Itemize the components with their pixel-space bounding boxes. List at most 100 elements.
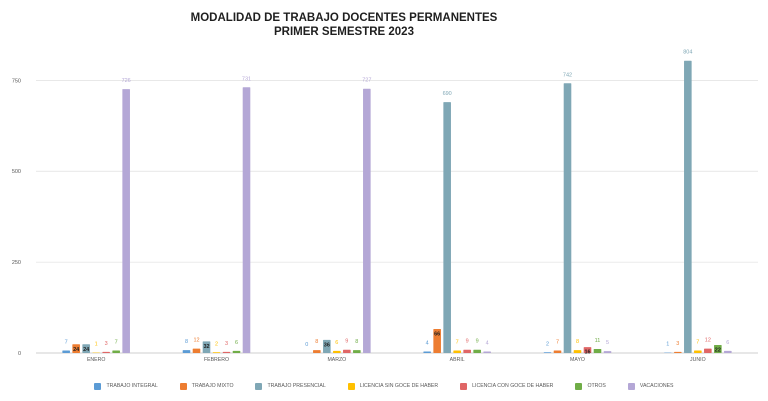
data-label: 11 xyxy=(595,338,601,344)
x-tick-label: MAYO xyxy=(570,357,585,363)
legend-item: VACACIONES xyxy=(627,382,674,390)
data-label: 5 xyxy=(606,340,609,346)
legend-item: LICENCIA SIN GOCE DE HABER xyxy=(347,382,439,390)
data-label: 6 xyxy=(235,340,238,346)
legend-item: TRABAJO MIXTO xyxy=(179,382,233,390)
bar xyxy=(573,350,582,353)
bar xyxy=(72,344,80,353)
bar xyxy=(82,344,90,353)
bar xyxy=(704,348,712,353)
bar xyxy=(363,88,371,354)
data-label: 3 xyxy=(225,341,228,347)
data-label: 8 xyxy=(185,339,188,345)
data-label: 16 xyxy=(584,350,590,356)
data-label: 8 xyxy=(355,339,358,345)
bar xyxy=(323,339,331,353)
data-label: 66 xyxy=(434,332,440,338)
bar xyxy=(212,352,221,353)
bar xyxy=(433,329,441,353)
y-tick-label: 750 xyxy=(12,78,21,84)
bar xyxy=(563,83,572,354)
legend-item: TRABAJO PRESENCIAL xyxy=(255,382,326,390)
chart-title-line2: PRIMER SEMESTRE 2023 xyxy=(274,26,414,38)
data-label: 2 xyxy=(546,341,549,347)
legend-label: VACACIONES xyxy=(639,383,674,389)
legend-swatch xyxy=(179,382,187,390)
legend-swatch xyxy=(347,382,355,390)
data-label: 7 xyxy=(696,339,699,345)
legend-label: TRABAJO INTEGRAL xyxy=(106,383,158,389)
data-label: 1 xyxy=(95,342,98,348)
data-label: 804 xyxy=(683,50,692,56)
data-label: 6 xyxy=(335,340,338,346)
legend-item: LICENCIA CON GOCE DE HABER xyxy=(460,382,553,390)
bar xyxy=(443,102,451,353)
bar xyxy=(313,350,321,353)
data-label: 0 xyxy=(305,342,308,348)
data-label: 4 xyxy=(426,341,429,347)
bar xyxy=(353,350,361,353)
x-tick-label: ENERO xyxy=(87,357,105,363)
data-label: 3 xyxy=(105,341,108,347)
data-label: 7 xyxy=(556,339,559,345)
data-label: 36 xyxy=(324,342,330,348)
bar xyxy=(543,352,552,353)
data-label: 9 xyxy=(466,339,469,345)
legend-label: TRABAJO PRESENCIAL xyxy=(267,383,326,389)
legend-swatch xyxy=(627,382,635,390)
data-label: 731 xyxy=(242,76,251,82)
bar xyxy=(694,350,702,353)
x-tick-label: JUNIO xyxy=(690,357,706,363)
bar xyxy=(423,351,431,353)
legend-swatch xyxy=(94,382,102,390)
legend-swatch xyxy=(575,382,583,390)
bar xyxy=(343,349,351,353)
data-label: 8 xyxy=(315,339,318,345)
bar xyxy=(182,350,191,353)
bar xyxy=(232,350,241,353)
bar xyxy=(202,341,211,353)
bar xyxy=(553,350,562,353)
data-label: 2 xyxy=(215,341,218,347)
chart-title-line1: MODALIDAD DE TRABAJO DOCENTES PERMANENTE… xyxy=(190,12,498,24)
data-label: 24 xyxy=(73,347,80,353)
bar xyxy=(122,89,130,354)
data-label: 6 xyxy=(726,340,729,346)
data-label: 3 xyxy=(676,341,679,347)
x-tick-label: MARZO xyxy=(327,357,346,363)
data-label: 9 xyxy=(476,339,479,345)
legend-swatch xyxy=(255,382,263,390)
bar xyxy=(483,351,491,353)
data-label: 690 xyxy=(443,91,452,97)
y-tick-label: 0 xyxy=(18,351,21,357)
bar xyxy=(192,348,201,353)
bar xyxy=(453,350,461,353)
bar xyxy=(333,350,341,353)
data-label: 22 xyxy=(715,348,721,354)
data-label: 727 xyxy=(362,78,371,84)
legend: TRABAJO INTEGRAL TRABAJO MIXTO TRABAJO PRE… xyxy=(0,380,768,392)
data-label: 32 xyxy=(203,344,209,350)
data-label: 726 xyxy=(122,78,131,84)
legend-label: OTROS xyxy=(587,383,606,389)
bar xyxy=(583,347,592,353)
legend-label: LICENCIA SIN GOCE DE HABER xyxy=(359,383,439,389)
bar xyxy=(242,87,251,353)
data-label: 12 xyxy=(705,338,711,344)
bar xyxy=(593,349,602,353)
data-label: 12 xyxy=(193,338,199,344)
data-label: 1 xyxy=(666,342,669,348)
data-label: 9 xyxy=(345,339,348,345)
legend-item: OTROS xyxy=(575,382,606,390)
legend-item: TRABAJO INTEGRAL xyxy=(94,382,158,390)
bar xyxy=(714,345,722,353)
data-label: 8 xyxy=(576,339,579,345)
bar xyxy=(724,350,732,353)
bar xyxy=(463,349,471,353)
y-tick-label: 250 xyxy=(12,260,21,266)
bar xyxy=(62,350,70,353)
bar xyxy=(473,349,481,353)
data-label: 4 xyxy=(486,341,489,347)
chart-title: MODALIDAD DE TRABAJO DOCENTES PERMANENTE… xyxy=(100,11,588,39)
